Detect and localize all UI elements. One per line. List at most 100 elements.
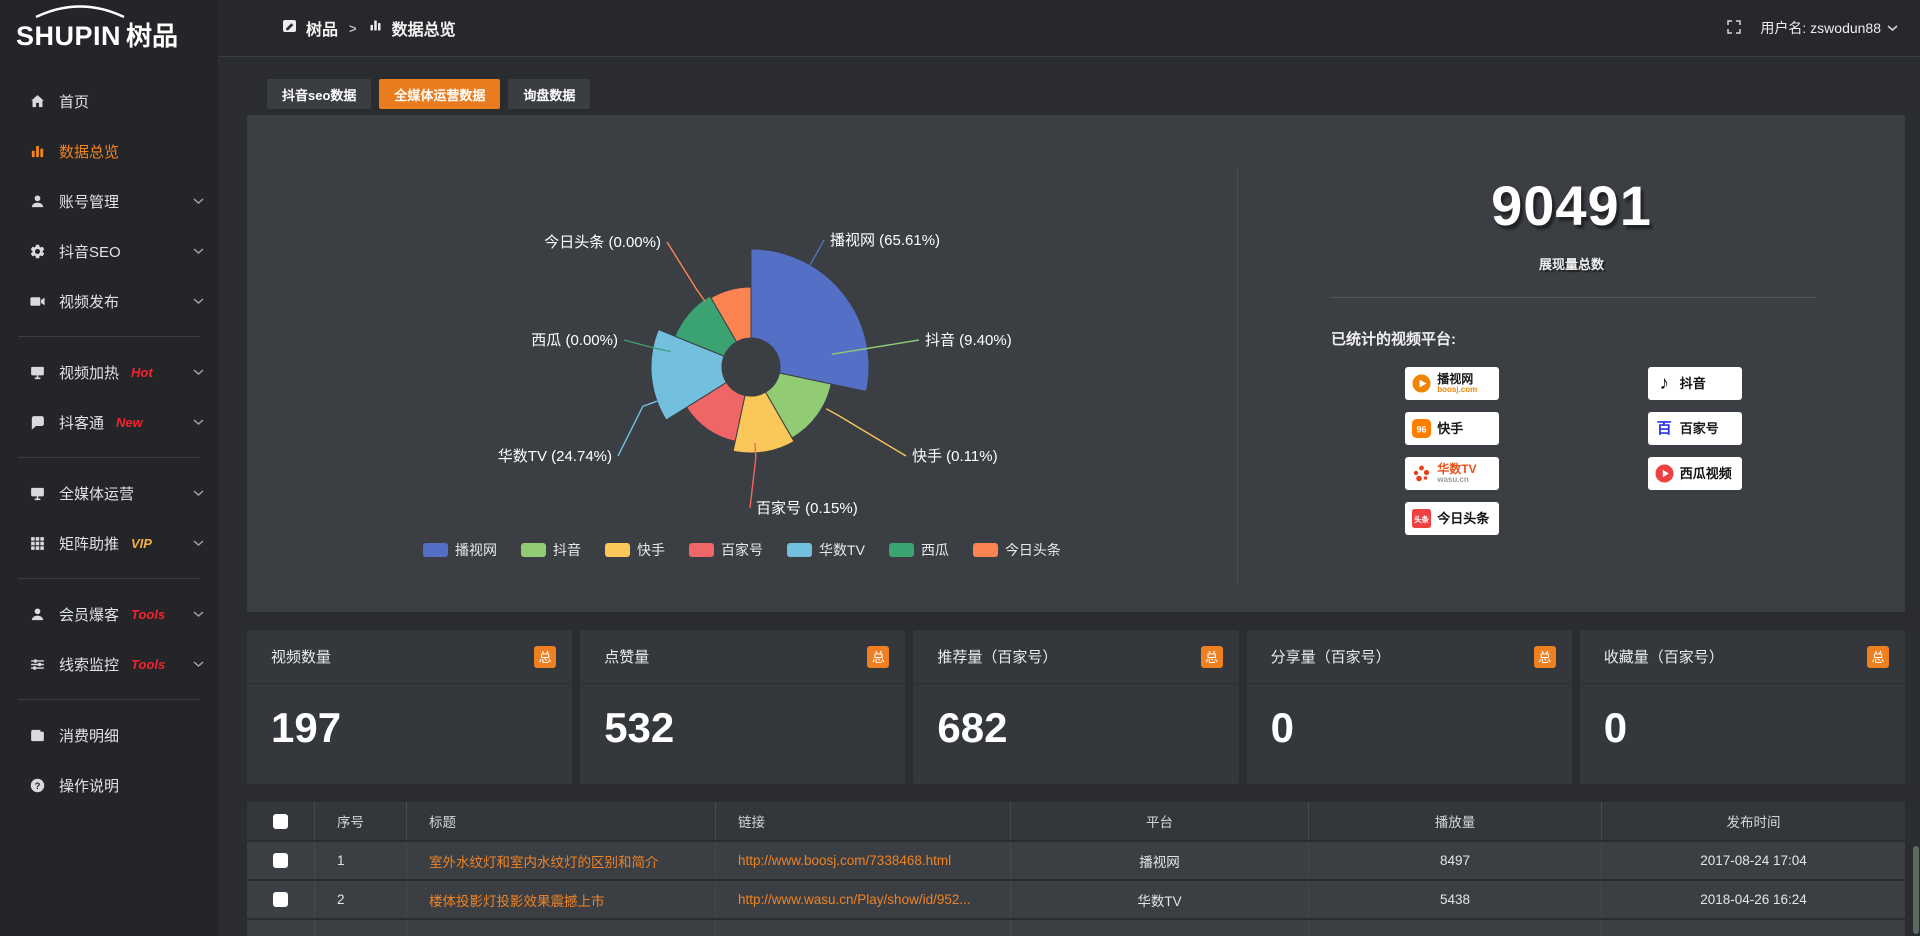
logo-text-en: SHUPIN — [16, 21, 122, 51]
platform-badge-xigua[interactable]: 西瓜视频 — [1647, 457, 1742, 490]
pie-slice-toutiao[interactable] — [710, 286, 752, 343]
sidebar-item-badge: VIP — [131, 535, 152, 551]
sidebar-menu: 首页 数据总览 账号管理 抖音SEO — [0, 62, 218, 810]
table-row: 1 室外水纹灯和室内水纹灯的区别和简介 http://www.boosj.com/7… — [247, 840, 1905, 879]
user-menu[interactable]: 用户名: zswodun88 — [1760, 18, 1898, 38]
legend-item-xigua[interactable]: 西瓜 — [888, 540, 949, 560]
total-badge[interactable]: 总 — [534, 645, 557, 668]
video-title-link[interactable]: 楼体投影灯投影效果震撼上市 — [407, 881, 716, 918]
panel-divider — [1237, 170, 1238, 585]
pie-label-line — [825, 408, 907, 457]
pie-label: 快手 (0.11%) — [912, 448, 998, 465]
pie-slice-kuaishou[interactable] — [732, 391, 795, 454]
legend-item-toutiao[interactable]: 今日头条 — [972, 540, 1061, 560]
sidebar-item-consumption-detail[interactable]: 消费明细 — [0, 710, 218, 760]
pie-label-line — [617, 400, 658, 457]
sidebar-item-member-baoke[interactable]: 会员爆客 Tools — [0, 589, 218, 639]
platform-name: 播视网 — [1437, 372, 1474, 386]
platform-badge-wasu-tv[interactable]: 华数TV wasu.cn — [1405, 457, 1500, 490]
row-checkbox[interactable] — [273, 892, 288, 907]
sidebar-item-video-publish[interactable]: 视频发布 — [0, 276, 218, 326]
sidebar-item-clue-monitor[interactable]: 线索监控 Tools — [0, 639, 218, 689]
sidebar-item-label: 消费明细 — [59, 727, 120, 745]
stat-card-like-count: 点赞量 总 532 — [580, 630, 906, 784]
fullscreen-icon[interactable] — [1726, 19, 1742, 38]
app-logo[interactable]: SHUPIN 树品 — [0, 0, 218, 62]
video-title-link[interactable]: 室外水纹灯和室内水纹灯的区别和简介 — [407, 842, 716, 879]
table-row-partial — [247, 918, 1905, 936]
sidebar-item-data-overview[interactable]: 数据总览 — [0, 126, 218, 176]
legend-item-douyin[interactable]: 抖音 — [521, 540, 581, 560]
user-area: 用户名: zswodun88 — [1726, 18, 1898, 38]
sidebar-item-video-heating[interactable]: 视频加热 Hot — [0, 347, 218, 397]
sidebar-item-label: 全媒体运营 — [59, 485, 135, 503]
logo-arc — [32, 5, 128, 23]
sidebar-item-omnimedia-operation[interactable]: 全媒体运营 — [0, 468, 218, 518]
platform-subtext: wasu.cn — [1437, 474, 1469, 484]
chevron-down-icon — [193, 197, 204, 204]
xigua-logo-icon — [1654, 463, 1675, 484]
scrollbar-thumb[interactable] — [1913, 846, 1919, 934]
platform-badge-baijiahao[interactable]: 百 百家号 — [1647, 412, 1742, 445]
tab-douyin-seo-data[interactable]: 抖音seo数据 — [267, 79, 372, 109]
svg-text:?: ? — [34, 780, 40, 790]
stat-card-title: 视频数量 — [271, 649, 332, 666]
table-row: 2 楼体投影灯投影效果震撼上市 http://www.wasu.cn/Play/sh… — [247, 879, 1905, 918]
kuaishou-logo-icon: 96 — [1411, 418, 1432, 439]
legend-item-baijiahao[interactable]: 百家号 — [689, 540, 763, 560]
chevron-down-icon — [1887, 24, 1898, 31]
sidebar-item-douketong[interactable]: 抖客通 New — [0, 397, 218, 447]
pie-slice-xigua[interactable] — [674, 295, 738, 357]
home-icon — [28, 92, 46, 110]
pie-label-line — [809, 239, 825, 266]
grid-icon — [28, 534, 46, 552]
topbar: 树品 > 数据总览 用户名: zswodun88 — [218, 0, 1920, 57]
platform-name: 快手 — [1437, 420, 1464, 436]
legend-label: 抖音 — [553, 542, 582, 558]
stat-card-title: 点赞量 — [604, 649, 650, 666]
total-badge[interactable]: 总 — [867, 645, 890, 668]
total-badge[interactable]: 总 — [1533, 645, 1556, 668]
row-checkbox[interactable] — [273, 853, 288, 868]
platform-badge-boosj[interactable]: 播视网 boosj.com — [1405, 367, 1500, 400]
platform-badge-toutiao[interactable]: 头条 今日头条 — [1405, 502, 1500, 535]
video-url-link[interactable]: http://www.boosj.com/7338468.html — [716, 842, 1011, 879]
sidebar-item-account-management[interactable]: 账号管理 — [0, 176, 218, 226]
legend-item-wasu-tv[interactable]: 华数TV — [787, 540, 865, 560]
chevron-down-icon — [193, 660, 204, 667]
total-badge[interactable]: 总 — [1200, 645, 1223, 668]
column-header: 标题 — [407, 802, 716, 840]
tab-omnimedia-operation-data[interactable]: 全媒体运营数据 — [379, 79, 501, 109]
total-badge[interactable]: 总 — [1867, 645, 1889, 668]
column-header: 序号 — [315, 802, 407, 840]
breadcrumb-app-icon — [282, 18, 297, 38]
pie-slice-boosj[interactable] — [750, 248, 870, 393]
pie-slice-wasu-tv[interactable] — [650, 328, 728, 421]
stat-card-value: 682 — [937, 704, 1008, 751]
pie-slice-douyin[interactable] — [764, 372, 832, 439]
legend-item-boosj[interactable]: 播视网 — [423, 540, 497, 560]
pie-label: 百家号 (0.15%) — [756, 500, 858, 517]
video-url-link[interactable]: http://www.wasu.cn/Play/show/id/952... — [716, 881, 1011, 918]
sidebar-item-badge: Tools — [131, 606, 166, 622]
expand-chevron — [193, 247, 204, 255]
legend-item-kuaishou[interactable]: 快手 — [605, 540, 665, 560]
pie-slice-baijiahao[interactable] — [685, 381, 746, 442]
sidebar-item-operation-guide[interactable]: ? 操作说明 — [0, 760, 218, 810]
sidebar-item-douyin-seo[interactable]: 抖音SEO — [0, 226, 218, 276]
expand-chevron — [193, 610, 204, 618]
platform-name: 今日头条 — [1437, 510, 1490, 526]
scrollbar[interactable] — [1912, 0, 1920, 936]
chevron-down-icon — [193, 247, 204, 254]
legend-label: 快手 — [637, 542, 666, 558]
breadcrumb-root[interactable]: 树品 — [306, 22, 339, 39]
sidebar-item-label: 抖客通 — [59, 414, 105, 432]
sidebar-item-home[interactable]: 首页 — [0, 76, 218, 126]
platform-badge-douyin[interactable]: ♪ 抖音 — [1647, 367, 1742, 400]
sidebar-item-matrix-boost[interactable]: 矩阵助推 VIP — [0, 518, 218, 568]
expand-chevron — [193, 660, 204, 668]
svg-text:头条: 头条 — [1414, 514, 1430, 524]
platform-badge-kuaishou[interactable]: 96 快手 — [1405, 412, 1500, 445]
select-all-checkbox[interactable] — [273, 813, 288, 829]
tab-inquiry-data[interactable]: 询盘数据 — [508, 79, 591, 109]
